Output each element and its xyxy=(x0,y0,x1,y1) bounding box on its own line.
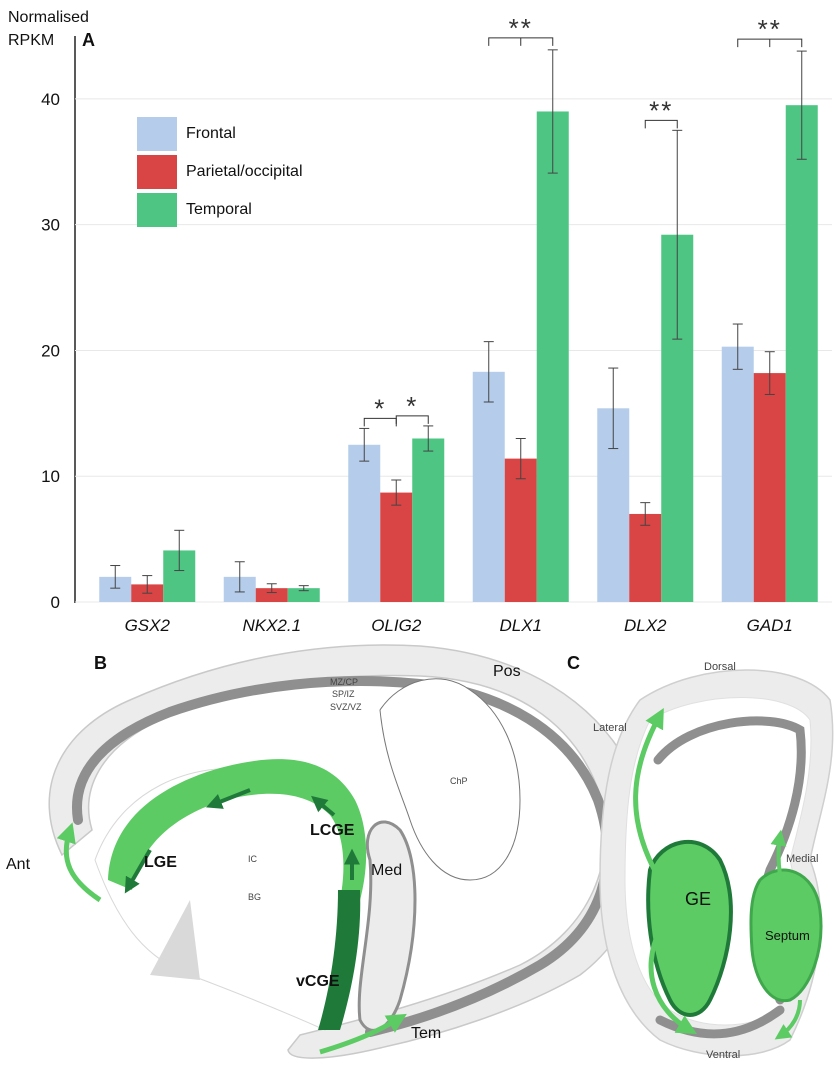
category-label: OLIG2 xyxy=(371,616,422,635)
category-label: DLX1 xyxy=(499,616,542,635)
lower-gray-wedge xyxy=(150,900,200,980)
error-bars xyxy=(110,49,807,594)
basal-ganglia-area xyxy=(94,767,347,1031)
label-ventral: Ventral xyxy=(706,1049,740,1061)
migration-arrow-dorsal xyxy=(206,788,251,809)
label-septum: Septum xyxy=(765,928,810,943)
label-lcge: LCGE xyxy=(310,822,355,839)
y-tick-label: 20 xyxy=(41,341,60,360)
legend-label: Temporal xyxy=(186,201,252,218)
category-label: DLX2 xyxy=(624,616,667,635)
medial-loop xyxy=(357,820,417,1032)
bar xyxy=(785,105,818,602)
legend-swatch xyxy=(137,155,177,189)
choroid-plexus xyxy=(379,678,521,881)
label-medial: Medial xyxy=(786,853,818,865)
vcge-band xyxy=(318,890,361,1030)
label-ic: IC xyxy=(248,854,258,864)
label-svzvz: SVZ/VZ xyxy=(330,702,362,712)
label-spiz: SP/IZ xyxy=(332,689,355,699)
bar xyxy=(412,438,445,602)
bar xyxy=(472,371,505,602)
significance-label: ** xyxy=(758,14,782,44)
label-mzcp: MZ/CP xyxy=(330,677,358,687)
significance-label: ** xyxy=(509,13,533,43)
ganglionic-eminence xyxy=(646,840,733,1017)
label-dorsal: Dorsal xyxy=(704,661,736,673)
significance-label: * xyxy=(406,391,418,421)
bar xyxy=(255,588,288,602)
label-bg: BG xyxy=(248,892,261,902)
label-tem: Tem xyxy=(411,1025,441,1042)
label-ge: GE xyxy=(685,889,711,909)
category-labels: GSX2 NKX2.1 OLIG2 DLX1 DLX2 GAD1 xyxy=(125,616,793,635)
bar xyxy=(504,458,537,602)
ventricular-zone xyxy=(72,676,613,1037)
lge-band xyxy=(108,759,367,900)
y-tick-label: 10 xyxy=(41,467,60,486)
migration-arrow-tem xyxy=(319,1013,407,1055)
panel-label-c: C xyxy=(567,653,580,673)
coronal-ventricle-lower xyxy=(655,1005,785,1039)
label-lateral: Lateral xyxy=(593,722,627,734)
y-ticks: 0 10 20 30 40 xyxy=(41,90,832,612)
category-label: GAD1 xyxy=(747,616,793,635)
y-axis-label-line-2: RPKM xyxy=(8,32,54,49)
migration-arrow-medial xyxy=(770,829,787,876)
category-label: NKX2.1 xyxy=(242,616,301,635)
migration-arrow-lcge xyxy=(311,795,336,817)
panel-label-b: B xyxy=(94,653,107,673)
label-med: Med xyxy=(371,862,402,879)
y-tick-label: 30 xyxy=(41,216,60,235)
y-axis-label-line-1: Normalised xyxy=(8,9,89,26)
septum xyxy=(749,868,823,1003)
cortical-band xyxy=(48,644,648,1059)
migration-arrow-ventral xyxy=(648,928,697,1034)
legend-label: Parietal/occipital xyxy=(186,163,303,180)
bar xyxy=(536,111,569,602)
legend-swatch xyxy=(137,193,177,227)
label-chp: ChP xyxy=(450,776,468,786)
significance-markers: * ******* xyxy=(363,13,803,427)
significance-label: ** xyxy=(649,95,673,125)
migration-arrow-ant xyxy=(56,822,102,903)
y-tick-label: 0 xyxy=(51,593,60,612)
significance-bracket xyxy=(737,38,803,48)
bar xyxy=(287,588,320,602)
diagram-c: C Dorsal Lateral Medial GE Septum Ventra… xyxy=(567,653,834,1061)
label-ant: Ant xyxy=(6,856,31,873)
panel-label-a: A xyxy=(82,30,95,50)
y-tick-label: 40 xyxy=(41,90,60,109)
migration-arrow-lge xyxy=(124,848,152,894)
significance-bracket xyxy=(395,415,429,424)
migration-arrow-lateral xyxy=(633,707,664,882)
diagram-b: B MZ/CP SP/IZ SVZ/VZ Pos ChP LCGE LGE IC… xyxy=(6,644,648,1059)
legend-swatch xyxy=(137,117,177,151)
significance-label: * xyxy=(374,393,386,423)
significance-bracket xyxy=(644,119,678,129)
migration-arrow-septum xyxy=(774,999,802,1040)
label-pos: Pos xyxy=(493,663,521,680)
bar xyxy=(380,492,413,602)
bar xyxy=(753,373,786,602)
bar xyxy=(348,444,381,602)
bar xyxy=(629,513,662,602)
bar xyxy=(721,346,754,602)
legend: Frontal Parietal/occipital Temporal xyxy=(137,117,303,227)
bar-chart: Normalised RPKM A 0 10 20 30 40 GSX2 NKX2.1 OL… xyxy=(8,9,832,635)
label-lge: LGE xyxy=(144,854,177,871)
label-vcge: vCGE xyxy=(296,973,340,990)
category-label: GSX2 xyxy=(125,616,171,635)
legend-label: Frontal xyxy=(186,125,236,142)
